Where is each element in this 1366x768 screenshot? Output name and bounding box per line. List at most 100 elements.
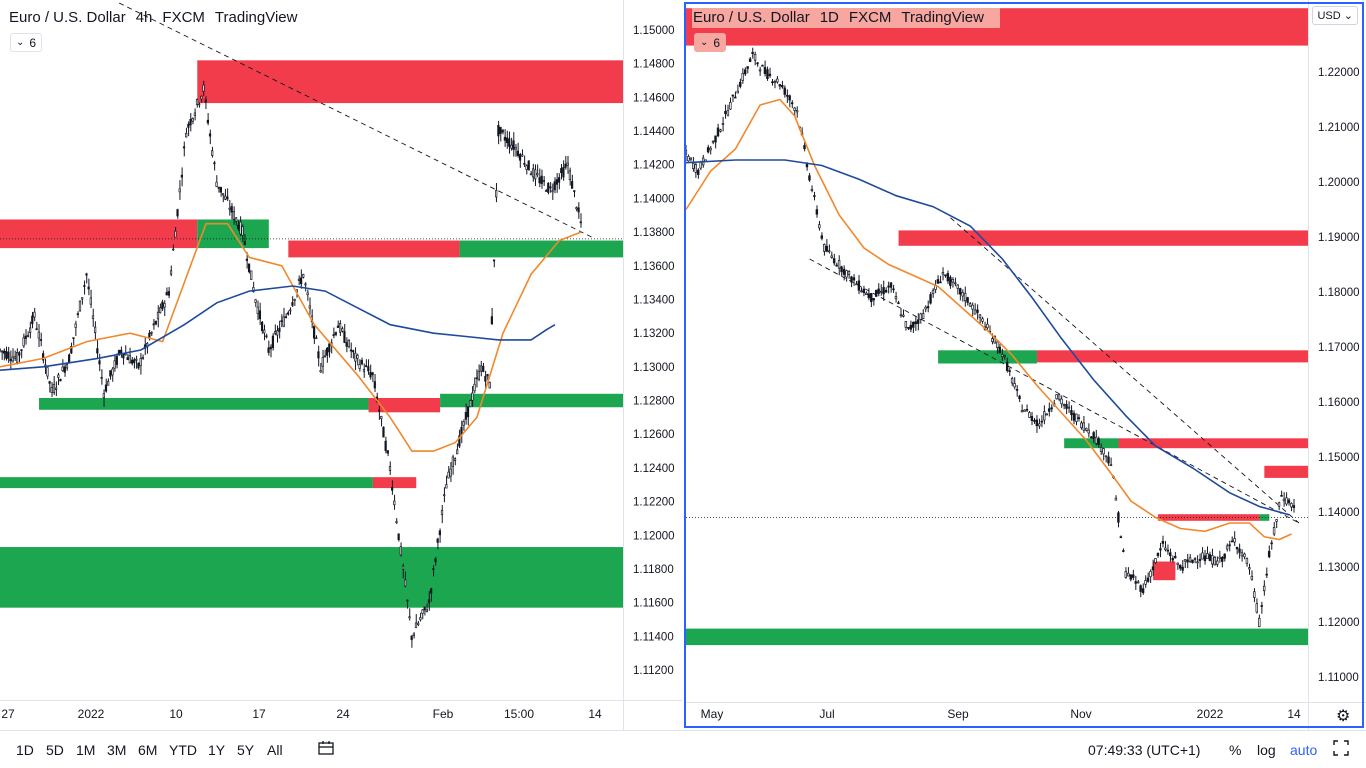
candle-body — [1176, 562, 1179, 565]
candle-body — [929, 294, 932, 304]
candle-body — [100, 376, 103, 379]
price-tick-label: 1.11200 — [633, 665, 674, 677]
candle-body — [1275, 519, 1278, 522]
candle-body — [111, 368, 114, 376]
timeframe-5d[interactable]: 5D — [46, 742, 64, 758]
timeframe-all[interactable]: All — [267, 742, 283, 758]
price-tick-label: 1.11600 — [633, 598, 674, 610]
indicators-toggle[interactable]: ⌄ 6 — [10, 33, 43, 52]
candle-body — [243, 241, 246, 245]
candle-body — [464, 412, 467, 420]
candle-body — [1134, 581, 1137, 584]
candle-body — [1114, 497, 1118, 501]
candle-body — [1228, 544, 1231, 547]
candle-body — [334, 332, 337, 335]
timeframe-ytd[interactable]: YTD — [169, 742, 197, 758]
candle-body — [228, 207, 231, 210]
candle-body — [1124, 571, 1128, 578]
candle-body — [83, 285, 86, 287]
candle-body — [1020, 410, 1024, 413]
indicators-toggle[interactable]: ⌄ 6 — [694, 33, 727, 52]
candle-body — [46, 367, 49, 377]
timeframe-1y[interactable]: 1Y — [208, 742, 226, 758]
candle-body — [57, 374, 60, 378]
candle-body — [542, 180, 546, 182]
candle-body — [1085, 427, 1088, 431]
candle-body — [172, 248, 175, 251]
date-range-icon[interactable] — [317, 739, 335, 757]
zone-supply — [0, 219, 198, 249]
candle-body — [388, 466, 392, 471]
timeframe-1d[interactable]: 1D — [16, 742, 34, 758]
candle-body — [135, 358, 138, 361]
candle-body — [328, 343, 331, 353]
timeframe-3m[interactable]: 3M — [107, 742, 127, 758]
candle-body — [74, 323, 77, 328]
candle-body — [1033, 419, 1036, 422]
candle-body — [1196, 561, 1199, 564]
candle-body — [756, 62, 759, 65]
candle-body — [89, 297, 92, 305]
price-tick-label: 1.12600 — [633, 429, 675, 441]
timeframe-1m[interactable]: 1M — [76, 742, 96, 758]
candle-body — [776, 78, 779, 83]
candle-body — [1240, 552, 1244, 557]
timeframe-5y[interactable]: 5Y — [237, 742, 255, 758]
candle-body — [189, 119, 192, 126]
chart-4h[interactable]: 1.15000 1.14800 1.14600 1.14400 1.14200 1.140… — [0, 0, 684, 730]
candle-body — [1018, 395, 1021, 400]
price-tick-label: 1.19000 — [1318, 232, 1360, 244]
candle-body — [818, 224, 821, 229]
chart-1d[interactable]: 1.22000 1.21000 1.20000 1.19000 1.18000 1.170… — [684, 0, 1366, 730]
candle-body — [1238, 548, 1241, 553]
candle-body — [456, 449, 459, 455]
candle-body — [70, 346, 73, 354]
percent-toggle[interactable]: % — [1229, 742, 1242, 758]
fullscreen-icon[interactable] — [1332, 739, 1350, 757]
candle-body — [447, 471, 450, 479]
candle-body — [154, 320, 157, 325]
candle-body — [76, 313, 79, 315]
currency-selector[interactable]: USD ⌄ — [1312, 6, 1358, 25]
candle-body — [1005, 361, 1009, 371]
zone-demand — [938, 350, 1037, 364]
candle-body — [1040, 420, 1043, 423]
gear-icon[interactable]: ⚙ — [1336, 708, 1351, 725]
candle-body — [109, 370, 112, 377]
candle-body — [813, 195, 816, 197]
candle-body — [981, 318, 984, 322]
candle-body — [369, 371, 372, 378]
trendline — [119, 2, 593, 238]
candle-body — [1089, 436, 1093, 439]
candle-body — [1060, 398, 1063, 405]
candle-body — [739, 81, 742, 87]
candle-body — [1102, 448, 1105, 455]
timeframe-6m[interactable]: 6M — [138, 742, 158, 758]
price-tick-label: 1.11800 — [633, 564, 674, 576]
candle-body — [958, 288, 962, 295]
candle-body — [15, 352, 19, 363]
candle-body — [751, 51, 754, 55]
candle-body — [1139, 585, 1142, 592]
candle-body — [531, 168, 535, 178]
price-tick-label: 1.12200 — [633, 497, 675, 509]
candle-body — [1023, 409, 1026, 412]
candle-body — [1109, 464, 1113, 467]
clock: 07:49:33 (UTC+1) — [1088, 742, 1201, 758]
candle-body — [907, 327, 910, 329]
candle-body — [719, 129, 722, 132]
candle-body — [430, 588, 433, 594]
candle-body — [362, 368, 366, 372]
chart-panel-1d[interactable]: 1.22000 1.21000 1.20000 1.19000 1.18000 1.170… — [684, 0, 1366, 730]
candle-body — [200, 95, 203, 100]
candle-body — [232, 211, 236, 220]
trendline — [950, 217, 1300, 524]
price-tick-label: 1.16000 — [1318, 397, 1360, 409]
candle-body — [104, 384, 108, 392]
chart-panel-4h[interactable]: 1.15000 1.14800 1.14600 1.14400 1.14200 1.140… — [0, 0, 684, 730]
log-toggle[interactable]: log — [1257, 742, 1276, 758]
auto-toggle[interactable]: auto — [1290, 742, 1318, 758]
candle-body — [391, 487, 394, 491]
candle-body — [256, 306, 259, 315]
candle-body — [568, 170, 572, 181]
